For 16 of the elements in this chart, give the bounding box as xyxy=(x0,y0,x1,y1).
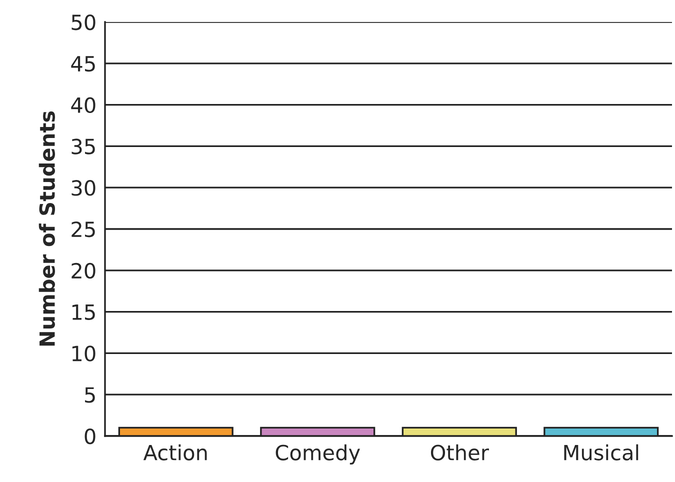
y-tick-label: 10 xyxy=(72,346,96,362)
y-tick-label: 35 xyxy=(72,138,95,154)
x-tick-label: Comedy xyxy=(276,444,360,464)
y-tick-label: 25 xyxy=(72,221,95,238)
y-axis-title: Number of Students xyxy=(38,111,56,346)
x-tick-label: Action xyxy=(143,444,207,460)
y-tick-label: 0 xyxy=(84,428,96,444)
y-tick-label: 15 xyxy=(72,304,95,320)
x-tick-label: Musical xyxy=(564,444,638,460)
y-tick-label: 45 xyxy=(71,56,95,72)
x-tick-label: Other xyxy=(430,444,489,460)
y-tick-label: 20 xyxy=(72,262,96,279)
y-tick-label: 30 xyxy=(72,180,96,196)
y-tick-label: 40 xyxy=(71,97,96,114)
y-tick-label: 50 xyxy=(72,14,96,30)
y-tick-label: 5 xyxy=(85,387,95,403)
